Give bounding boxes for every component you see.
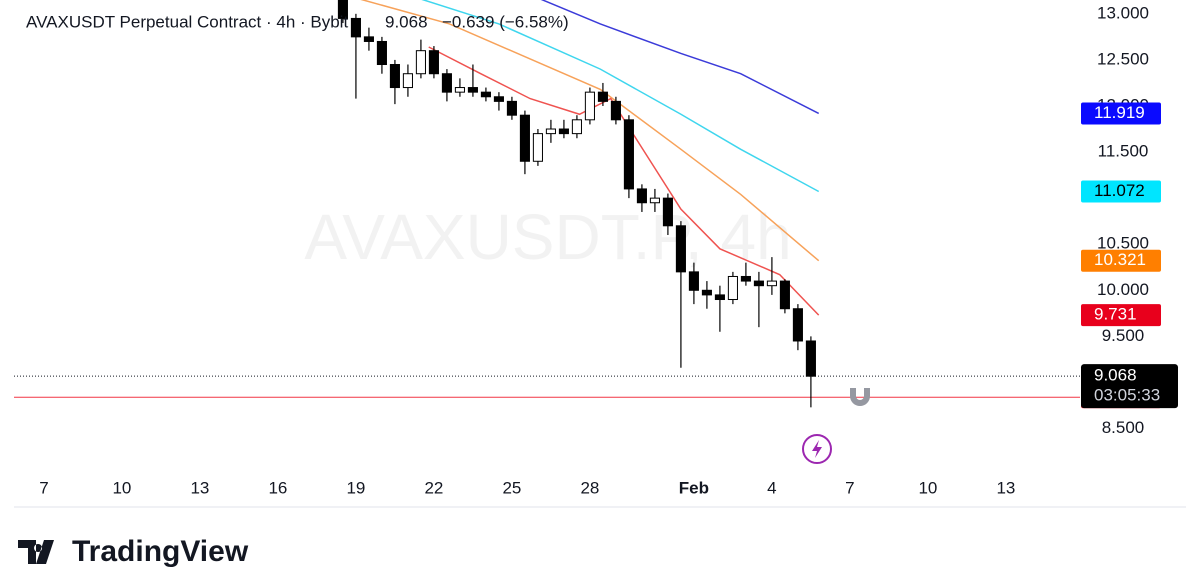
header: AVAXUSDT Perpetual Contract · 4h · Bybit…: [26, 12, 569, 31]
y-tick-label: 11.500: [1098, 142, 1149, 161]
x-tick-label: 16: [268, 478, 287, 497]
candle-body: [675, 225, 686, 273]
price-box-label: 9.731: [1094, 305, 1137, 324]
plot: [14, 0, 1080, 408]
lightning-icon[interactable]: [802, 434, 832, 464]
candle-body: [415, 50, 426, 75]
last-price: 9.068: [385, 12, 428, 31]
y-tick-label: 13.000: [1097, 3, 1149, 22]
axes: 8.5009.0009.50010.00010.50011.00011.5001…: [39, 3, 1149, 497]
x-tick-label: 13: [996, 478, 1015, 497]
watermark: AVAXUSDT.P, 4h: [304, 201, 791, 273]
magnet-icon[interactable]: [850, 388, 870, 406]
x-tick-label: 10: [112, 478, 131, 497]
candle-body: [662, 197, 673, 227]
candle-body: [688, 271, 699, 291]
x-tick-label: 25: [502, 478, 521, 497]
candle-body: [597, 91, 608, 102]
y-tick-label: 12.500: [1097, 49, 1149, 68]
candle-body: [363, 36, 374, 42]
candle-body: [428, 50, 439, 75]
candle-body: [571, 119, 582, 135]
x-tick-label: 13: [190, 478, 209, 497]
price-boxes: 11.91911.07210.3219.7318.8399.06803:05:3…: [1081, 102, 1178, 409]
candle-body: [753, 280, 764, 287]
x-tick-label: Feb: [679, 478, 709, 497]
candle-body: [402, 73, 413, 89]
chart-title: AVAXUSDT Perpetual Contract · 4h · Bybit: [26, 12, 348, 31]
price-box-label: 11.919: [1094, 103, 1145, 122]
candle-body: [792, 308, 803, 342]
x-tick-label: 10: [918, 478, 937, 497]
x-tick-label: 4: [767, 478, 776, 497]
candle-body: [636, 188, 647, 204]
candle-body: [545, 128, 556, 135]
ma-line: [540, 0, 820, 115]
ma-line: [360, 0, 820, 262]
price-box-label: 11.072: [1094, 181, 1145, 200]
candle-body: [558, 128, 569, 135]
candle-body: [766, 280, 777, 287]
candle-body: [337, 0, 348, 19]
ma-line: [421, 0, 820, 193]
y-tick-label: 9.500: [1102, 326, 1145, 345]
candle-body: [376, 40, 387, 66]
candle-body: [532, 133, 543, 162]
candle-body: [649, 197, 660, 204]
brand: TradingView: [72, 535, 249, 568]
logo: [18, 540, 54, 564]
candle-body: [454, 87, 465, 93]
candle-body: [727, 275, 738, 301]
candle-body: [506, 100, 517, 116]
y-tick-label: 8.500: [1102, 418, 1145, 437]
candle-body: [805, 340, 816, 377]
price-box: [1081, 180, 1161, 203]
last-price-label: 9.068: [1094, 366, 1137, 385]
candle-body: [519, 114, 530, 162]
candle-body: [779, 280, 790, 310]
x-tick-label: 28: [580, 478, 599, 497]
candle-body: [389, 64, 400, 89]
ma-line: [428, 46, 820, 316]
price-box: [1081, 304, 1161, 327]
candle-body: [493, 96, 504, 102]
last-price-box: [1081, 364, 1178, 409]
candle-body: [441, 73, 452, 93]
candle-body: [610, 100, 621, 121]
countdown: 03:05:33: [1094, 386, 1160, 405]
candle-body: [623, 119, 634, 190]
candle-body: [714, 294, 725, 301]
price-box: [1081, 102, 1161, 125]
price-box: [1081, 249, 1161, 272]
x-tick-label: 7: [845, 478, 854, 497]
candle-body: [467, 87, 478, 93]
price-box-label: 10.321: [1094, 250, 1146, 269]
x-tick-label: 22: [424, 478, 443, 497]
x-tick-label: 19: [346, 478, 365, 497]
candle-body: [584, 91, 595, 121]
candle-body: [480, 91, 491, 98]
candle-body: [740, 275, 751, 282]
candle-body: [701, 289, 712, 296]
candle-body: [350, 17, 361, 38]
x-tick-label: 7: [39, 478, 48, 497]
y-tick-label: 10.000: [1097, 280, 1149, 299]
price-change: −0.639 (−6.58%): [442, 12, 569, 31]
y-tick-label: 10.500: [1097, 234, 1149, 253]
